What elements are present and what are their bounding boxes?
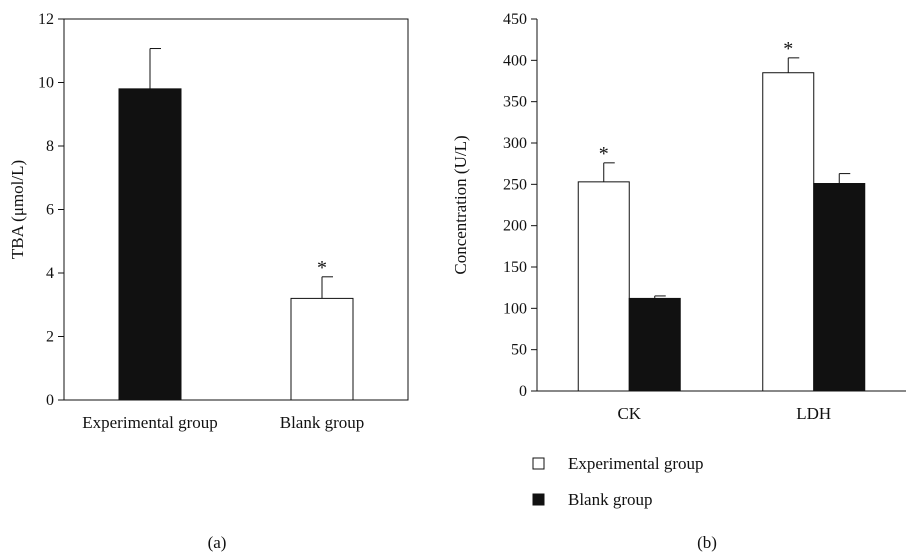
- panel-b-bar: [628, 297, 681, 392]
- panel-b-y-axis-title: Concentration (U/L): [451, 135, 470, 274]
- panel-a-y-tick-label: 10: [38, 75, 54, 92]
- panel-b-bar: [577, 181, 630, 392]
- legend-label: Blank group: [568, 490, 653, 509]
- legend-swatch: [532, 493, 545, 506]
- panel-a-y-tick-label: 0: [46, 392, 54, 409]
- panel-b-y-tick-label: 300: [503, 135, 527, 152]
- panel-a-category-label: Experimental group: [82, 413, 218, 432]
- panel-b-significance-marker: *: [783, 38, 793, 60]
- panel-b-y-tick-label: 150: [503, 259, 527, 276]
- panel-b-y-tick-label: 0: [519, 383, 527, 400]
- panel-b-y-tick-label: 400: [503, 52, 527, 69]
- panel-a-y-tick-label: 2: [46, 329, 54, 346]
- panel-b-legend: Experimental group Blank group: [532, 454, 704, 509]
- panel-b-y-tick-label: 50: [511, 342, 527, 359]
- panel-b-category-label: CK: [617, 404, 641, 423]
- panel-b-bar: [762, 72, 815, 392]
- panel-a-significance-marker: *: [317, 257, 327, 279]
- panel-b-bar: [813, 183, 866, 392]
- panel-a-y-axis-title: TBA (μmol/L): [8, 160, 27, 259]
- panel-a-bar: [118, 88, 182, 401]
- panel-b-significance-marker: *: [599, 143, 609, 165]
- panel-b-y-tick-label: 250: [503, 176, 527, 193]
- panel-a-category-label: Blank group: [280, 413, 365, 432]
- panel-a-chart: 0 2 4 6 8 10 12 TBA (μmol/L) Experimental group *…: [8, 11, 409, 432]
- panel-a-y-tick-label: 6: [46, 202, 54, 219]
- panel-b-label: (b): [697, 533, 717, 552]
- panel-a-label: (a): [208, 533, 227, 552]
- panel-b-y-tick-label: 100: [503, 300, 527, 317]
- panel-a-plot-frame: [63, 18, 409, 401]
- panel-a-bar: [290, 297, 354, 401]
- panel-a-y-tick-label: 4: [46, 265, 54, 282]
- panel-a-y-tick-label: 8: [46, 138, 54, 155]
- legend-label: Experimental group: [568, 454, 704, 473]
- panel-b-y-tick-label: 450: [503, 11, 527, 28]
- panel-b-y-tick-label: 350: [503, 94, 527, 111]
- panel-b-category-label: LDH: [796, 404, 831, 423]
- legend-swatch: [532, 457, 545, 470]
- panel-b-chart: 0 50 100 150 200 250 300 350 400 450 Concentration…: [451, 11, 906, 423]
- panel-b-y-tick-label: 200: [503, 218, 527, 235]
- panel-a-y-tick-label: 12: [38, 11, 54, 28]
